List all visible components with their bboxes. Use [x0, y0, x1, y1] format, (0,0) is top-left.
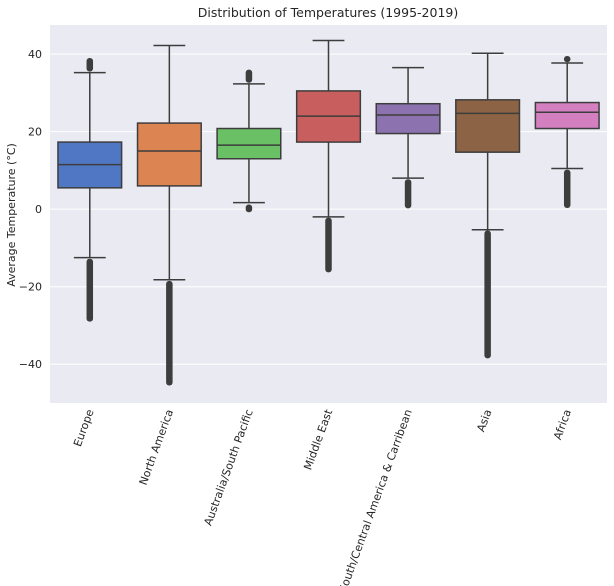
y-tick-label: 20	[28, 126, 42, 139]
box-group	[455, 52, 521, 359]
outliers-low	[563, 169, 571, 208]
outliers-low	[484, 230, 491, 359]
outliers-high	[86, 57, 94, 72]
x-tick-label: Asia	[474, 408, 494, 434]
box-group	[534, 56, 600, 208]
outliers-low	[325, 217, 332, 273]
box-group	[375, 66, 441, 209]
outliers-low	[86, 258, 94, 322]
chart-title: Distribution of Temperatures (1995-2019)	[198, 5, 458, 20]
box-group	[295, 39, 362, 273]
y-tick-label: 40	[28, 48, 42, 61]
y-tick-label: −40	[19, 358, 42, 371]
box-iqr	[216, 127, 282, 160]
plot-area: −40 −20 0 20 40 Europe North America Australia/…	[19, 25, 607, 586]
box-group	[136, 44, 202, 386]
x-tick-label: Europe	[71, 407, 97, 448]
x-tick-label: Middle East	[301, 407, 335, 472]
outliers-low	[245, 204, 253, 213]
x-tick-label: Africa	[551, 408, 574, 442]
box-iqr	[455, 99, 521, 153]
x-tick-label: North America	[137, 408, 176, 487]
box-group	[216, 69, 282, 213]
outliers-high	[563, 56, 571, 63]
outliers-low	[404, 179, 412, 209]
y-tick-label: −20	[19, 281, 42, 294]
box-group	[57, 57, 123, 322]
box-iqr	[534, 101, 600, 130]
x-tick-label: Australia/South Pacific	[202, 408, 256, 528]
y-axis-label: Average Temperature (°C)	[5, 143, 18, 287]
box-iqr	[136, 122, 202, 187]
y-tick-label: 0	[35, 203, 42, 216]
outliers-low	[166, 280, 173, 386]
box-iqr	[375, 102, 441, 135]
x-tick-label: South/Central America & Carribean	[336, 408, 415, 586]
outliers-high	[245, 69, 253, 83]
